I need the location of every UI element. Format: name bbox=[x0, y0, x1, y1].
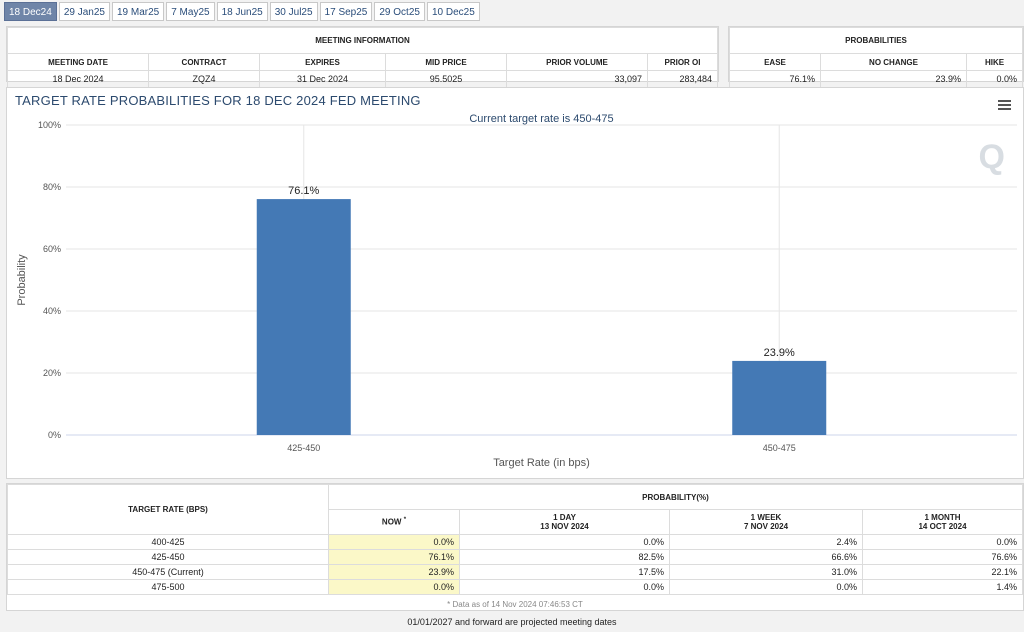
prob-col-label: 1 MONTH bbox=[924, 513, 961, 522]
col-mid-price: MID PRICE bbox=[385, 53, 507, 71]
hike-value: 0.0% bbox=[966, 70, 1023, 88]
prob-col-now: NOW * bbox=[328, 509, 460, 535]
tab-29-oct25[interactable]: 29 Oct25 bbox=[374, 2, 425, 21]
prob-col-1-month: 1 MONTH 14 OCT 2024 bbox=[862, 509, 1023, 535]
probability-cell: 0.0% bbox=[862, 534, 1023, 550]
target-rate-cell: 475-500 bbox=[7, 579, 329, 595]
table-row: 450-475 (Current) 23.9% 17.5% 31.0% 22.1% bbox=[7, 564, 1023, 580]
prob-col-label: 1 WEEK bbox=[750, 513, 782, 522]
probability-cell: 2.4% bbox=[669, 534, 863, 550]
data-timestamp-footnote: * Data as of 14 Nov 2024 07:46:53 CT bbox=[447, 600, 583, 609]
probabilities-heading: PROBABILITIES bbox=[729, 27, 1023, 54]
prob-col-date: 13 NOV 2024 bbox=[540, 522, 589, 531]
bar-data-label: 76.1% bbox=[288, 185, 319, 197]
col-contract: CONTRACT bbox=[148, 53, 260, 71]
prob-col-1-week: 1 WEEK 7 NOV 2024 bbox=[669, 509, 863, 535]
target-rate-header: TARGET RATE (BPS) bbox=[7, 484, 329, 535]
prob-col-label: 1 DAY bbox=[553, 513, 576, 522]
chart-title: TARGET RATE PROBABILITIES FOR 18 DEC 202… bbox=[15, 93, 421, 108]
probability-cell: 0.0% bbox=[328, 534, 460, 550]
tab-18-dec24[interactable]: 18 Dec24 bbox=[4, 2, 57, 21]
prior-oi-value: 283,484 bbox=[647, 70, 718, 88]
q-logo-icon: Q bbox=[978, 138, 1005, 176]
tab-29-jan25[interactable]: 29 Jan25 bbox=[58, 2, 110, 21]
probability-group-header: PROBABILITY(%) bbox=[328, 484, 1023, 510]
expires-value: 31 Dec 2024 bbox=[259, 70, 386, 88]
target-rate-cell: 450-475 (Current) bbox=[7, 564, 329, 580]
mid-price-value: 95.5025 bbox=[385, 70, 507, 88]
col-prior-volume: PRIOR VOLUME bbox=[506, 53, 648, 71]
tab-30-jul25[interactable]: 30 Jul25 bbox=[269, 2, 318, 21]
hamburger-menu-icon[interactable] bbox=[998, 100, 1011, 110]
tab-17-sep25[interactable]: 17 Sep25 bbox=[319, 2, 373, 21]
asterisk-marker: * bbox=[403, 517, 407, 524]
y-tick-label: 20% bbox=[43, 368, 61, 378]
y-tick-label: 60% bbox=[43, 244, 61, 254]
probability-table-panel: TARGET RATE (BPS) PROBABILITY(%) NOW * 1 … bbox=[6, 483, 1024, 611]
probability-cell: 66.6% bbox=[669, 549, 863, 565]
meeting-date-tabs: 18 Dec24 29 Jan25 19 Mar25 7 May25 18 Jun25 3… bbox=[4, 2, 480, 22]
target-rate-cell: 400-425 bbox=[7, 534, 329, 550]
probability-cell: 1.4% bbox=[862, 579, 1023, 595]
meeting-information-heading: MEETING INFORMATION bbox=[7, 27, 718, 54]
y-tick-label: 80% bbox=[43, 182, 61, 192]
y-tick-label: 40% bbox=[43, 306, 61, 316]
probability-cell: 31.0% bbox=[669, 564, 863, 580]
probability-cell: 22.1% bbox=[862, 564, 1023, 580]
col-expires: EXPIRES bbox=[259, 53, 386, 71]
prob-col-date: 7 NOV 2024 bbox=[743, 522, 789, 531]
col-no-change: NO CHANGE bbox=[820, 53, 967, 71]
col-ease: EASE bbox=[729, 53, 821, 71]
y-axis-label: Probability bbox=[16, 254, 28, 306]
table-row: 425-450 76.1% 82.5% 66.6% 76.6% bbox=[7, 549, 1023, 565]
table-row: 475-500 0.0% 0.0% 0.0% 1.4% bbox=[7, 579, 1023, 595]
probability-cell: 0.0% bbox=[669, 579, 863, 595]
tab-18-jun25[interactable]: 18 Jun25 bbox=[216, 2, 268, 21]
tab-10-dec25[interactable]: 10 Dec25 bbox=[426, 2, 480, 21]
bar-425-450 bbox=[256, 199, 351, 435]
probability-cell: 76.6% bbox=[862, 549, 1023, 565]
tab-7-may25[interactable]: 7 May25 bbox=[166, 2, 215, 21]
meeting-information-table: MEETING INFORMATION MEETING DATE CONTRAC… bbox=[7, 27, 718, 88]
x-tick-label: 425-450 bbox=[287, 443, 320, 453]
probability-cell: 82.5% bbox=[459, 549, 670, 565]
bar-data-label: 23.9% bbox=[764, 347, 795, 359]
table-row: 400-425 0.0% 0.0% 2.4% 0.0% bbox=[7, 534, 1023, 550]
bar-450-475 bbox=[732, 360, 827, 435]
probability-cell: 23.9% bbox=[328, 564, 460, 580]
meeting-date-value: 18 Dec 2024 bbox=[7, 70, 149, 88]
probability-cell: 0.0% bbox=[459, 534, 670, 550]
probabilities-panel: PROBABILITIES EASE NO CHANGE HIKE 76.1% … bbox=[728, 26, 1024, 88]
prior-volume-value: 33,097 bbox=[506, 70, 648, 88]
meeting-information-panel: MEETING INFORMATION MEETING DATE CONTRAC… bbox=[6, 26, 719, 88]
contract-value: ZQZ4 bbox=[148, 70, 260, 88]
probabilities-table: PROBABILITIES EASE NO CHANGE HIKE 76.1% … bbox=[729, 27, 1023, 88]
probability-table: TARGET RATE (BPS) PROBABILITY(%) NOW * 1 … bbox=[7, 484, 1023, 595]
prob-col-label: NOW * bbox=[381, 517, 407, 527]
col-prior-oi: PRIOR OI bbox=[647, 53, 718, 71]
ease-value: 76.1% bbox=[729, 70, 821, 88]
tab-19-mar25[interactable]: 19 Mar25 bbox=[111, 2, 165, 21]
probability-cell: 17.5% bbox=[459, 564, 670, 580]
x-tick-label: 450-475 bbox=[763, 443, 796, 453]
y-tick-label: 100% bbox=[38, 120, 61, 130]
probability-cell: 0.0% bbox=[328, 579, 460, 595]
no-change-value: 23.9% bbox=[820, 70, 967, 88]
prob-col-date: 14 OCT 2024 bbox=[918, 522, 967, 531]
y-tick-label: 0% bbox=[48, 430, 61, 440]
probability-cell: 0.0% bbox=[459, 579, 670, 595]
col-meeting-date: MEETING DATE bbox=[7, 53, 149, 71]
prob-col-1-day: 1 DAY 13 NOV 2024 bbox=[459, 509, 670, 535]
chart-subtitle: Current target rate is 450-475 bbox=[469, 113, 613, 125]
target-rate-cell: 425-450 bbox=[7, 549, 329, 565]
chart-panel: 0% 20% 40% 60% 80% 100% 76.1% 425-450 23.9% 450-4… bbox=[6, 87, 1024, 479]
probability-cell: 76.1% bbox=[328, 549, 460, 565]
projected-dates-footer: 01/01/2027 and forward are projected mee… bbox=[407, 617, 617, 627]
x-axis-label: Target Rate (in bps) bbox=[493, 457, 590, 469]
probability-bar-chart: 0% 20% 40% 60% 80% 100% 76.1% 425-450 23.9% 450-4… bbox=[16, 113, 1017, 469]
col-hike: HIKE bbox=[966, 53, 1023, 71]
